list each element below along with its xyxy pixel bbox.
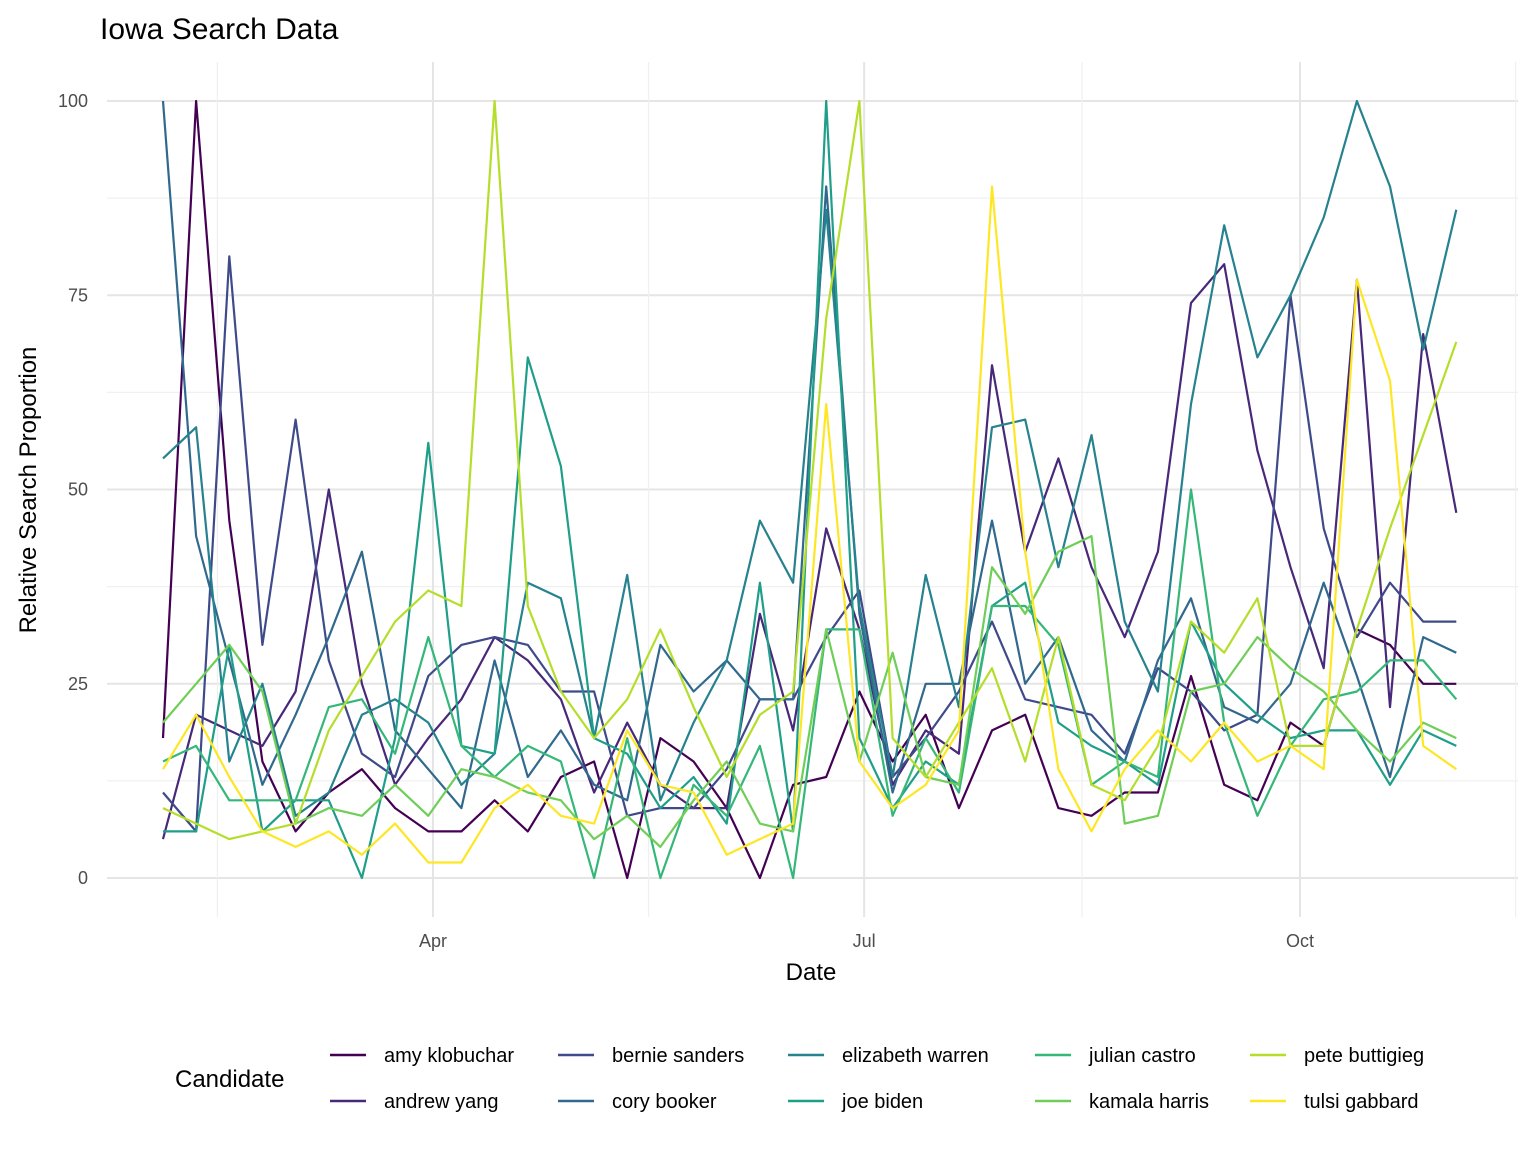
series-line-julian-castro <box>162 488 1458 880</box>
y-axis-ticks: 0 25 50 75 100 <box>58 91 88 888</box>
y-tick-label: 25 <box>68 674 88 694</box>
y-tick-label: 75 <box>68 285 88 305</box>
series-line-amy-klobuchar <box>161 99 1457 880</box>
legend-title: Candidate <box>175 1066 284 1093</box>
x-axis-ticks: Apr Jul Oct <box>419 931 1314 951</box>
x-tick-label: Jul <box>853 931 876 951</box>
legend-item-tulsi-gabbard: tulsi gabbard <box>1250 1091 1419 1113</box>
chart-title: Iowa Search Data <box>100 13 339 46</box>
series-line-tulsi-gabbard <box>162 185 1457 864</box>
legend-label: kamala harris <box>1089 1091 1209 1113</box>
legend-item-bernie-sanders: bernie sanders <box>558 1045 744 1067</box>
x-tick-label: Oct <box>1286 931 1314 951</box>
legend-label: bernie sanders <box>612 1045 744 1067</box>
legend-item-pete-buttigieg: pete buttigieg <box>1250 1045 1424 1067</box>
legend-item-cory-booker: cory booker <box>558 1091 717 1113</box>
series-line-pete-buttigieg <box>162 99 1458 841</box>
legend-item-kamala-harris: kamala harris <box>1035 1091 1209 1113</box>
legend-item-andrew-yang: andrew yang <box>330 1091 499 1113</box>
legend-label: amy klobuchar <box>384 1045 514 1067</box>
legend-item-joe-biden: joe biden <box>788 1091 923 1113</box>
x-axis-title: Date <box>786 959 837 986</box>
legend-label: tulsi gabbard <box>1304 1091 1419 1113</box>
legend-item-amy-klobuchar: amy klobuchar <box>330 1045 514 1067</box>
y-axis-title: Relative Search Proportion <box>15 347 42 634</box>
series-line-joe-biden <box>163 99 1457 880</box>
plot-grid <box>107 62 1518 917</box>
legend-label: joe biden <box>841 1091 923 1113</box>
y-tick-label: 0 <box>78 868 88 888</box>
series-line-andrew-yang <box>161 263 1458 840</box>
y-tick-label: 50 <box>68 480 88 500</box>
legend: amy klobuchar andrew yang bernie sanders co… <box>330 1045 1424 1113</box>
x-tick-label: Apr <box>419 931 447 951</box>
series-line-bernie-sanders <box>162 255 1457 833</box>
legend-label: elizabeth warren <box>842 1045 989 1067</box>
legend-item-julian-castro: julian castro <box>1035 1045 1196 1067</box>
y-tick-label: 100 <box>58 91 88 111</box>
legend-label: cory booker <box>612 1091 717 1113</box>
series-lines <box>161 99 1458 880</box>
legend-item-elizabeth-warren: elizabeth warren <box>788 1045 989 1067</box>
legend-label: andrew yang <box>384 1091 499 1113</box>
series-line-elizabeth-warren <box>162 99 1458 817</box>
series-line-kamala-harris <box>162 534 1457 849</box>
legend-label: julian castro <box>1088 1045 1196 1067</box>
legend-label: pete buttigieg <box>1304 1045 1424 1067</box>
